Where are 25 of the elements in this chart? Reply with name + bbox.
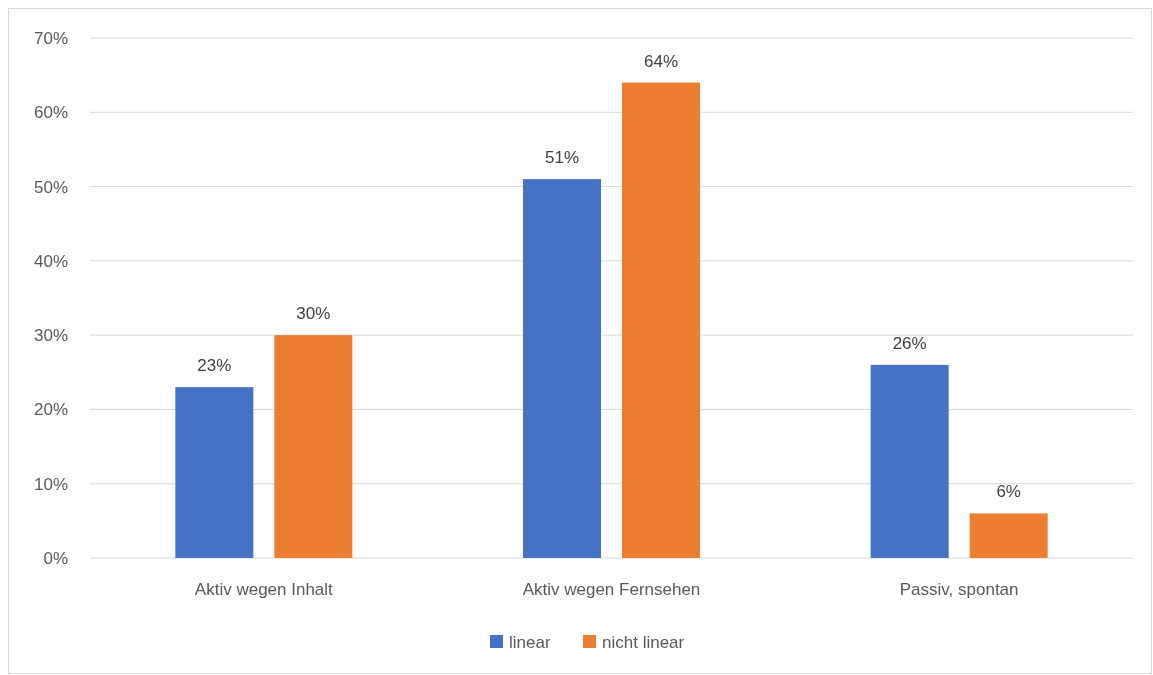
data-label: 64% [643, 51, 679, 71]
y-tick-label: 60% [33, 103, 68, 123]
legend-label: linear [509, 632, 551, 652]
data-label: 6% [996, 482, 1021, 502]
y-tick-label: 0% [43, 548, 68, 568]
x-tick-label: Aktiv wegen Inhalt [194, 580, 334, 599]
bar [175, 387, 254, 558]
y-tick-label: 10% [33, 474, 68, 494]
y-tick-label: 30% [33, 326, 68, 346]
data-label: 26% [892, 333, 927, 353]
y-tick-label: 70% [33, 28, 68, 48]
bar [274, 335, 353, 558]
x-tick-label: Passiv, spontan [899, 580, 1019, 599]
bar [870, 364, 949, 558]
bar [969, 513, 1048, 558]
x-tick-label: Aktiv wegen Fernsehen [522, 580, 701, 599]
data-label: 51% [544, 148, 580, 168]
y-tick-label: 40% [33, 251, 68, 271]
data-label: 23% [197, 356, 232, 376]
bar [523, 179, 601, 558]
legend-label: nicht linear [602, 632, 685, 652]
y-tick-label: 50% [33, 177, 68, 197]
bar [622, 82, 700, 558]
data-label: 30% [296, 304, 331, 324]
y-tick-label: 20% [33, 400, 68, 420]
